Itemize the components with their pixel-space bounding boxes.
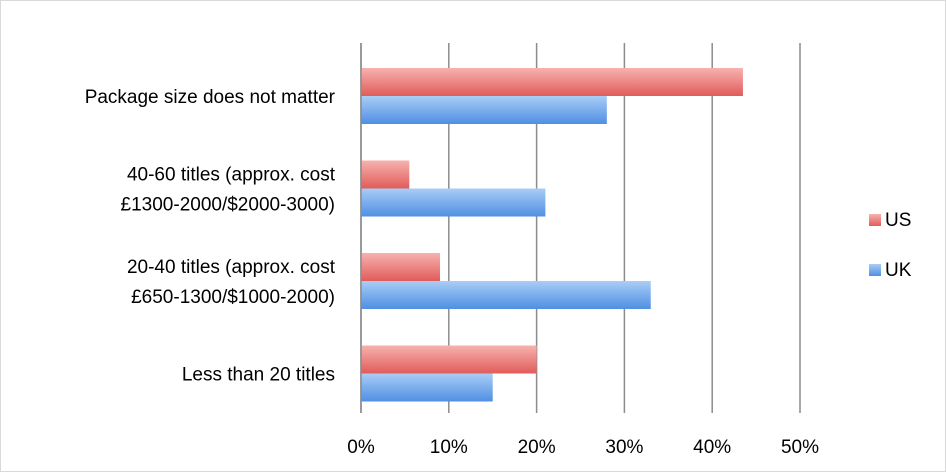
category-label: £650-1300/$1000-2000) (131, 287, 335, 308)
bar-us-3 (361, 345, 537, 374)
bar-uk-3 (361, 373, 493, 402)
category-label: 20-40 titles (approx. cost (127, 257, 336, 278)
bar-us-1 (361, 160, 410, 189)
x-tick-label: 0% (347, 437, 375, 458)
bar-us-0 (361, 68, 743, 96)
x-tick-label: 40% (693, 437, 731, 458)
legend-label-uk: UK (885, 260, 912, 281)
x-tick-label: 50% (781, 437, 819, 458)
bar-uk-1 (361, 188, 546, 217)
category-label: Less than 20 titles (182, 365, 335, 386)
x-tick-label: 20% (518, 437, 556, 458)
category-label: £1300-2000/$2000-3000) (121, 195, 335, 216)
bar-uk-0 (361, 96, 607, 124)
legend-label-us: US (885, 210, 911, 231)
x-tick-label: 10% (430, 437, 468, 458)
category-label: Package size does not matter (85, 87, 336, 108)
legend-swatch-uk (869, 264, 881, 276)
bar-uk-2 (361, 281, 651, 309)
legend-swatch-us (869, 214, 881, 226)
category-label: 40-60 titles (approx. cost (127, 165, 336, 186)
x-tick-label: 30% (605, 437, 643, 458)
bar-us-2 (361, 253, 441, 281)
